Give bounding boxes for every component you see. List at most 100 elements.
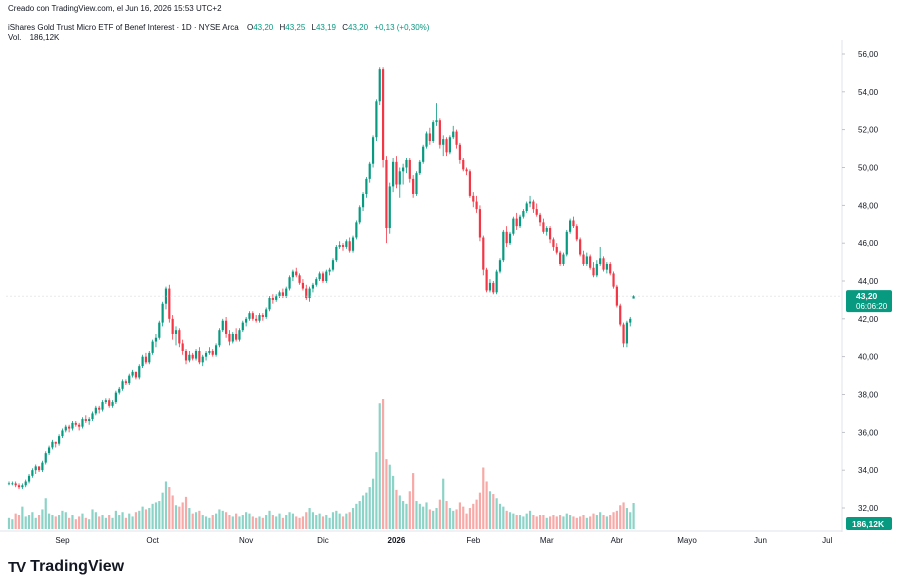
tradingview-brand[interactable]: TV TradingView xyxy=(8,558,124,576)
volume-bar xyxy=(194,512,198,529)
price-badge: 43,20 06:06:20 xyxy=(846,290,892,313)
candle-body xyxy=(181,343,184,351)
candle-body xyxy=(158,322,161,338)
volume-bar xyxy=(599,512,602,529)
volume-bar xyxy=(221,510,224,529)
candle-body xyxy=(204,352,208,357)
volume-bar xyxy=(7,517,11,529)
candle-body xyxy=(64,426,67,431)
x-tick-label: 2026 xyxy=(388,536,406,545)
volume-bar xyxy=(351,508,355,529)
volume-bar xyxy=(375,452,378,529)
volume-bar xyxy=(268,510,271,529)
volume-bar xyxy=(144,509,148,529)
candle-body xyxy=(285,288,288,297)
volume-bar xyxy=(168,487,171,529)
volume-bar xyxy=(295,516,298,529)
candle-body xyxy=(61,430,64,437)
volume-bar xyxy=(589,516,592,529)
volume-bar xyxy=(128,513,131,529)
volume-bar xyxy=(478,492,482,529)
candle-body xyxy=(348,241,351,251)
volume-bar xyxy=(134,512,138,529)
volume-bar xyxy=(455,509,458,529)
candle-body xyxy=(505,231,508,244)
volume-bar xyxy=(74,519,77,529)
volume-bar xyxy=(428,509,431,529)
candle-body xyxy=(592,267,595,276)
candle-body xyxy=(201,356,204,363)
volume-bar xyxy=(51,515,54,529)
volume-bar xyxy=(91,509,94,529)
volume-bar xyxy=(305,512,308,529)
volume-bar xyxy=(522,516,525,529)
candle-body xyxy=(381,69,385,160)
candle-body xyxy=(518,216,522,227)
volume-bar xyxy=(408,491,411,529)
volume-bar xyxy=(44,498,47,529)
volume-bar xyxy=(228,515,231,529)
volume-bar xyxy=(271,515,274,529)
y-tick-label: 36,00 xyxy=(858,428,879,437)
candle-body xyxy=(435,120,438,123)
volume-bar xyxy=(101,515,104,529)
candle-body xyxy=(392,161,395,187)
volume-bar xyxy=(535,516,538,529)
volume-badge-value: 186,12K xyxy=(852,519,885,529)
candle-body xyxy=(91,413,94,420)
high-label: H xyxy=(279,23,286,32)
candle-body xyxy=(275,296,278,300)
volume-bar xyxy=(542,515,545,529)
volume-bar xyxy=(84,517,87,529)
candle-body xyxy=(208,350,211,353)
x-tick-label: Oct xyxy=(146,536,159,545)
volume-bar xyxy=(21,506,24,529)
candle-body xyxy=(34,466,37,471)
volume-bar xyxy=(61,510,64,529)
candle-body xyxy=(582,254,585,264)
volume-bar xyxy=(392,475,395,529)
volume-bar xyxy=(248,513,251,529)
candle-body xyxy=(338,245,341,247)
candle-body xyxy=(265,309,268,317)
candle-body xyxy=(538,214,542,223)
volume-bar xyxy=(275,516,278,529)
volume-bar xyxy=(104,517,107,529)
candle-body xyxy=(559,252,562,264)
candle-body xyxy=(78,424,81,427)
candle-body xyxy=(311,284,315,289)
candle-body xyxy=(599,258,602,264)
volume-bar xyxy=(211,515,214,529)
x-tick-label: Jul xyxy=(822,536,832,545)
volume-bar xyxy=(241,515,244,529)
candle-body xyxy=(98,407,101,410)
volume-bar xyxy=(468,508,472,529)
low-value: 43,19 xyxy=(315,23,337,32)
volume-bar xyxy=(361,495,365,529)
volume-bar xyxy=(151,503,154,529)
volume-bar xyxy=(37,515,41,529)
volume-bar xyxy=(11,519,14,529)
candle-body xyxy=(468,171,472,196)
candle-body xyxy=(632,296,635,299)
candle-body xyxy=(595,263,598,276)
price-axis: 56,00 54,00 52,00 50,00 48,00 46,00 44,00 42,00… xyxy=(842,50,879,513)
volume-bar xyxy=(612,512,615,529)
volume-bar xyxy=(552,515,555,529)
volume-bar xyxy=(505,510,508,529)
x-tick-label: Dic xyxy=(317,536,329,545)
candle-body xyxy=(41,462,44,471)
y-tick-label: 48,00 xyxy=(858,201,879,210)
volume-bar xyxy=(442,478,445,529)
candle-body xyxy=(625,322,628,344)
candle-body xyxy=(488,282,492,291)
candle-body xyxy=(141,356,144,367)
volume-value: 186,12K xyxy=(29,33,60,42)
volume-bar xyxy=(68,517,71,529)
volume-bar xyxy=(548,516,552,529)
volume-bar xyxy=(138,510,141,529)
volume-bar xyxy=(355,503,358,529)
volume-bar xyxy=(532,515,535,529)
volume-bar xyxy=(214,513,218,529)
